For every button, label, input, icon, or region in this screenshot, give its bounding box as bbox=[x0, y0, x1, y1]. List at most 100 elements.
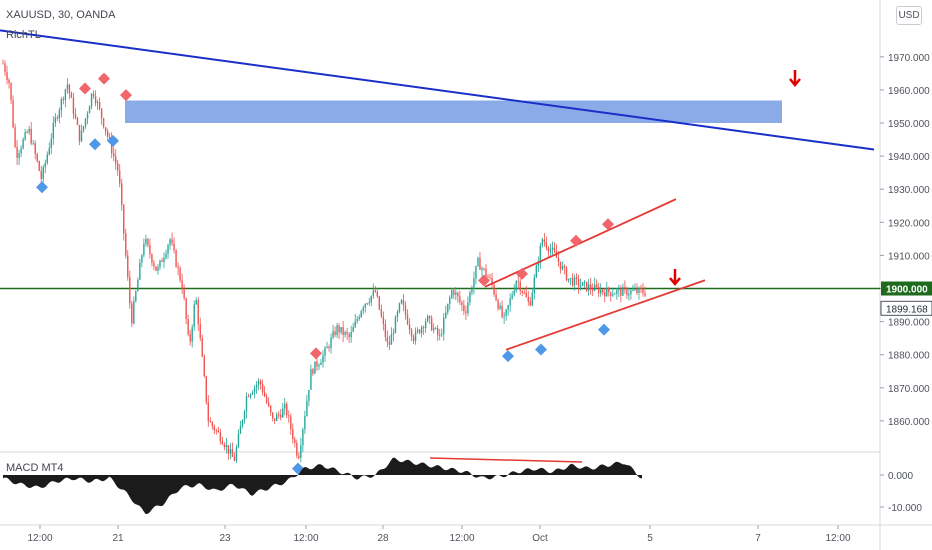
candle-body bbox=[84, 118, 87, 127]
candle-body bbox=[100, 108, 103, 119]
candle-body bbox=[471, 289, 473, 293]
candle-body bbox=[219, 432, 222, 442]
resistance-zone-box bbox=[125, 100, 782, 123]
candle-body bbox=[334, 331, 336, 336]
candle-body bbox=[110, 138, 113, 154]
candle-body bbox=[451, 290, 453, 298]
descending-trendline bbox=[0, 29, 875, 151]
candle-body bbox=[207, 402, 209, 421]
candle-body bbox=[372, 290, 375, 296]
candle-body bbox=[149, 245, 151, 255]
down-arrow-head bbox=[789, 78, 801, 87]
candle-body bbox=[98, 102, 101, 109]
candle-body bbox=[253, 387, 256, 393]
candle-body bbox=[243, 411, 246, 420]
candle-body bbox=[338, 325, 340, 333]
indicator-name: RichTL bbox=[6, 29, 41, 41]
candle-body bbox=[320, 362, 322, 365]
candle-body bbox=[447, 303, 449, 313]
candle-body bbox=[553, 247, 556, 252]
candle-body bbox=[457, 292, 459, 297]
candle-body bbox=[30, 128, 32, 144]
trendlines[interactable] bbox=[0, 29, 875, 351]
candle-body bbox=[96, 102, 99, 104]
candle-body bbox=[271, 412, 274, 419]
candle-body bbox=[52, 122, 55, 139]
candle-body bbox=[241, 419, 244, 427]
candle-body bbox=[92, 93, 95, 96]
candle-body bbox=[223, 444, 226, 448]
candle-body bbox=[288, 415, 290, 417]
candle-body bbox=[622, 287, 624, 296]
time-tick-label: 12:00 bbox=[825, 533, 850, 544]
candle-body bbox=[72, 97, 75, 115]
candle-body bbox=[499, 305, 501, 309]
macd-title: MACD MT4 bbox=[6, 462, 64, 474]
candle-body bbox=[636, 289, 638, 293]
candle-body bbox=[38, 161, 40, 171]
candle-body bbox=[581, 282, 584, 286]
candle-body bbox=[62, 98, 65, 101]
candle-body bbox=[521, 290, 523, 293]
candle-body bbox=[10, 82, 12, 101]
candle-body bbox=[616, 290, 618, 294]
candle-body bbox=[121, 183, 123, 205]
candle-body bbox=[227, 444, 230, 454]
candle-body bbox=[183, 289, 185, 299]
macd-divergence-line bbox=[429, 457, 583, 463]
candle-body bbox=[469, 292, 471, 303]
candle-body bbox=[104, 127, 107, 132]
candle-body bbox=[8, 80, 10, 83]
candle-body bbox=[44, 162, 46, 168]
candle-body bbox=[56, 117, 59, 119]
candle-body bbox=[583, 281, 586, 283]
candle-body bbox=[380, 309, 383, 317]
candle-body bbox=[74, 114, 77, 118]
candle-body bbox=[593, 284, 596, 291]
candle-body bbox=[231, 449, 234, 457]
level-price-label: 1900.000 bbox=[886, 285, 928, 296]
candle-body bbox=[175, 250, 177, 267]
candle-body bbox=[64, 89, 67, 101]
lower-channel-line bbox=[505, 279, 706, 351]
candle-body bbox=[587, 284, 590, 291]
candle-body bbox=[422, 327, 425, 329]
candle-body bbox=[567, 278, 570, 281]
candle-body bbox=[42, 167, 44, 180]
candle-body bbox=[445, 312, 447, 318]
candle-body bbox=[455, 292, 457, 295]
candle-body bbox=[16, 146, 18, 158]
candle-body bbox=[398, 303, 401, 312]
candle-body bbox=[358, 317, 360, 320]
candle-body bbox=[374, 290, 377, 292]
candle-body bbox=[171, 239, 173, 244]
candle-body bbox=[328, 346, 330, 348]
candle-body bbox=[626, 288, 628, 296]
candle-body bbox=[630, 290, 632, 295]
candle-body bbox=[32, 143, 34, 145]
candle-body bbox=[143, 243, 145, 256]
candle-body bbox=[276, 414, 278, 421]
candle-body bbox=[86, 113, 89, 119]
currency-badge[interactable]: USD bbox=[896, 6, 922, 25]
candle-body bbox=[282, 408, 284, 418]
candle-body bbox=[420, 327, 423, 334]
candle-body bbox=[348, 334, 350, 338]
candle-body bbox=[344, 332, 346, 335]
pivot-low-marker bbox=[107, 134, 119, 147]
candle-body bbox=[245, 396, 248, 412]
candle-body bbox=[76, 117, 79, 125]
candle-body bbox=[364, 303, 366, 308]
candle-body bbox=[129, 277, 131, 304]
time-tick-label: 5 bbox=[647, 533, 653, 544]
candle-body bbox=[356, 319, 358, 322]
candle-body bbox=[589, 284, 592, 290]
upper-channel-line bbox=[484, 198, 677, 288]
candle-body bbox=[261, 384, 264, 393]
candle-body bbox=[485, 268, 487, 277]
candle-body bbox=[247, 396, 250, 398]
current-price-label: 1899.168 bbox=[886, 304, 928, 315]
candle-body bbox=[115, 156, 117, 164]
candle-body bbox=[515, 281, 517, 291]
